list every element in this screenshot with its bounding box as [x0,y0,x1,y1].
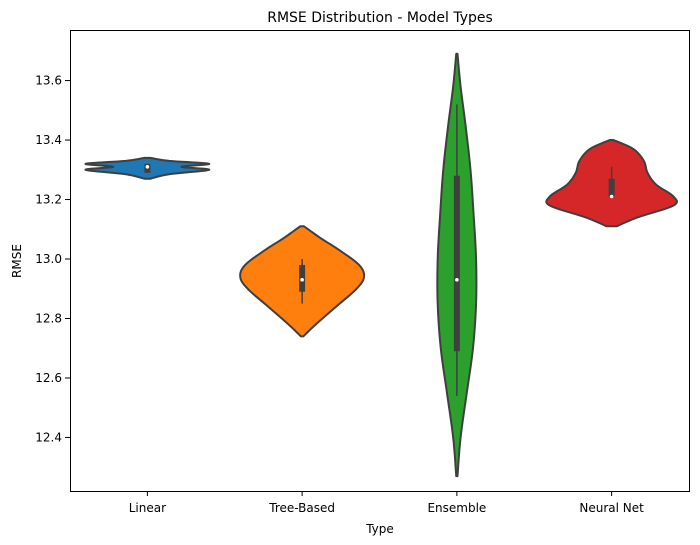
y-tick-label: 13.2 [35,193,62,207]
violin-group [545,139,678,228]
plot-frame [70,30,690,492]
chart-title: RMSE Distribution - Model Types [267,10,493,26]
violin-median-point [455,278,459,282]
x-axis-label: Type [365,522,394,536]
y-tick-label: 12.8 [35,311,62,325]
violin-group [239,225,366,338]
violin-group [436,52,478,478]
violin-iqr-box [453,175,460,352]
y-tick-label: 12.6 [35,371,62,385]
x-axis: Linear Tree-Based Ensemble Neural Net [129,491,644,515]
x-tick-label: Ensemble [427,501,486,515]
x-tick-label: Neural Net [579,501,644,515]
y-tick-label: 13.0 [35,252,62,266]
y-tick-label: 13.6 [35,74,62,88]
violin-median-point [300,278,304,282]
y-axis-label: RMSE [10,244,24,278]
violin-iqr-box [608,178,615,197]
violin-median-point [609,194,614,199]
plot-area [84,52,678,478]
violin-median-point [145,165,150,169]
violin-group [84,156,211,180]
x-tick-label: Tree-Based [268,501,335,515]
y-tick-label: 12.4 [35,430,62,444]
y-tick-label: 13.4 [35,133,62,147]
x-tick-label: Linear [129,501,166,515]
y-axis: 12.4 12.6 12.8 13.0 13.2 13.4 13.6 [35,74,70,444]
